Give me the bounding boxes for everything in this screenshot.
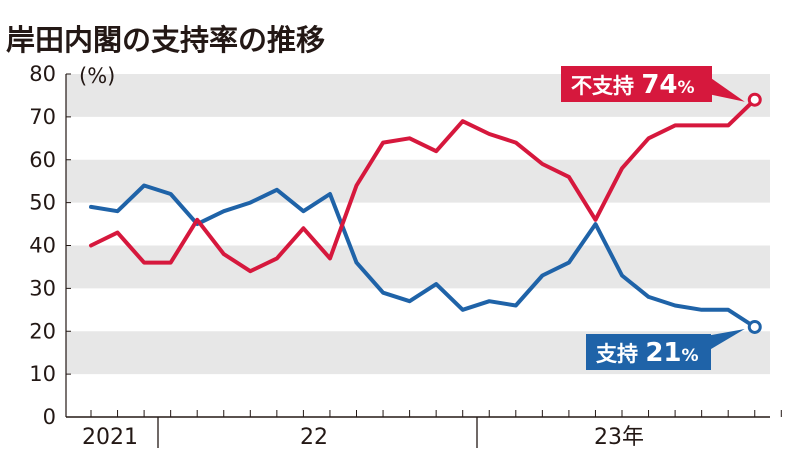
callout-pointer (708, 76, 745, 102)
x-year-label: 22 (300, 425, 328, 450)
grid-bands (66, 74, 770, 375)
y-axis-unit-label: (%) (79, 64, 115, 88)
callout-box (561, 66, 712, 102)
x-axis: 2021 22 23年 (66, 410, 782, 450)
end-value-callouts: 不支持 74% 支持 21% (561, 66, 745, 370)
y-tick-label: 0 (43, 405, 56, 429)
series-end-label: 支持 21% (586, 328, 745, 370)
grid-band (66, 159, 770, 203)
series-end-point (747, 92, 762, 107)
series-end-point (747, 319, 762, 334)
y-axis-ticks: 0 10 20 30 40 50 60 70 80 (29, 62, 71, 429)
y-tick-label: 10 (29, 362, 56, 386)
x-year-label: 2021 (82, 425, 138, 450)
callout-box (586, 334, 711, 370)
y-tick-label: 40 (29, 234, 56, 258)
y-tick-label: 80 (29, 62, 56, 86)
callout-label: 支持 21% (596, 338, 699, 368)
chart-title: 岸田内閣の支持率の推移 (6, 23, 325, 57)
y-tick-label: 30 (29, 276, 56, 300)
grid-band (66, 245, 770, 289)
callout-label: 不支持 74% (571, 70, 695, 100)
y-tick-label: 20 (29, 319, 56, 343)
series-lines (89, 92, 762, 334)
x-year-label: 23年 (594, 425, 644, 450)
y-tick-label: 70 (29, 105, 56, 129)
y-tick-label: 50 (29, 191, 56, 215)
series-line (89, 183, 757, 329)
y-tick-label: 60 (29, 148, 56, 172)
series-end-label: 不支持 74% (561, 66, 745, 102)
series-line (89, 97, 757, 274)
callout-pointer (706, 328, 745, 352)
